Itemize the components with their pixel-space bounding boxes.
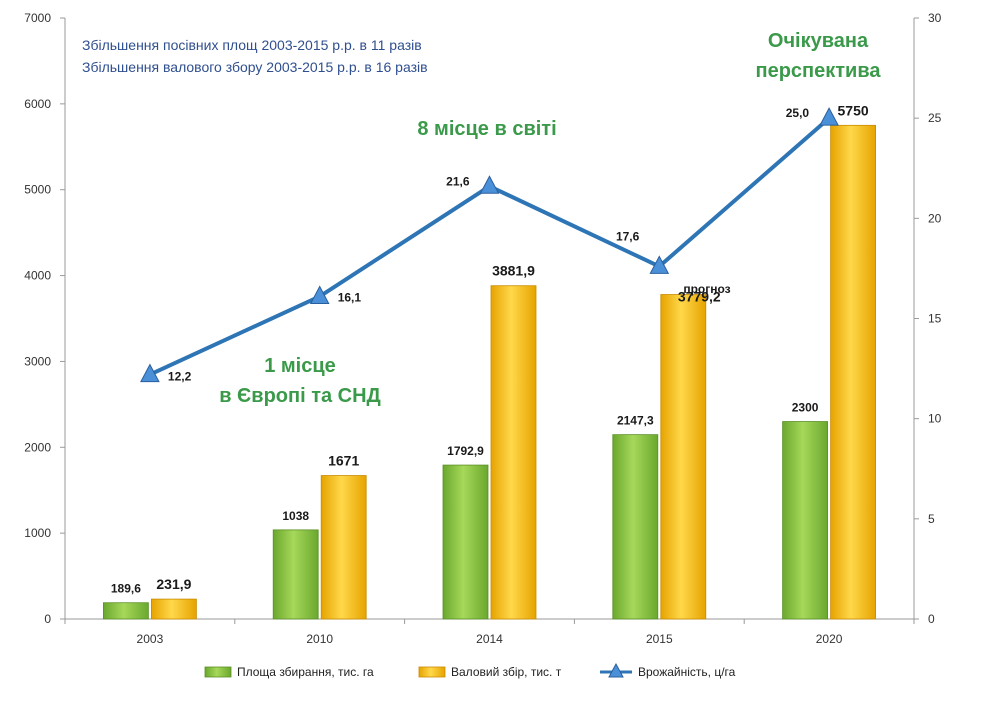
yield-point (649, 255, 670, 274)
right-tick-label: 30 (928, 11, 942, 25)
bar-area (442, 464, 489, 620)
bar-area-label: 1038 (282, 509, 309, 523)
bar-harvest (660, 294, 707, 620)
bar-harvest (490, 285, 537, 620)
info-line-1: Збільшення посівних площ 2003-2015 р.р. … (82, 37, 422, 53)
legend: Площа збирання, тис. га Валовий збір, тис… (204, 662, 736, 679)
right-tick-label: 0 (928, 612, 935, 626)
left-tick-label: 2000 (24, 440, 51, 454)
yield-point (479, 175, 500, 194)
bar-harvest-label: 3881,9 (492, 263, 535, 279)
bar-harvest-label: 231,9 (156, 576, 191, 592)
annotation-europe-place-1: 1 місце (264, 355, 336, 377)
bar-area-label: 2147,3 (617, 414, 654, 428)
category-label: 2020 (816, 632, 843, 646)
data-labels: 189,6 231,9 1038 1671 1792,9 3881,9 2147,3 3779… (111, 102, 869, 595)
legend-swatch (204, 666, 232, 678)
right-tick-label: 25 (928, 111, 942, 125)
annotation-world-place: 8 місце в світі (417, 118, 556, 140)
legend-label: Врожайність, ц/га (638, 665, 736, 679)
bar-area-label: 189,6 (111, 582, 141, 596)
bar-harvest (830, 124, 876, 620)
left-tick-label: 7000 (24, 11, 51, 25)
bar-area (612, 434, 659, 620)
category-label: 2010 (306, 632, 333, 646)
yield-point (819, 107, 839, 126)
yield-point-label: 16,1 (338, 290, 362, 304)
category-label: 2014 (476, 632, 503, 646)
bar-area (272, 529, 319, 620)
left-axis-ticks: 0 1000 2000 3000 4000 5000 6000 7000 (24, 11, 65, 626)
bar-area (782, 421, 828, 620)
left-tick-label: 6000 (24, 97, 51, 111)
annotation-outlook-1: Очікувана (768, 30, 869, 52)
yield-point (140, 363, 160, 383)
left-tick-label: 0 (44, 612, 51, 626)
legend-label: Площа збирання, тис. га (237, 665, 374, 679)
yield-point (309, 285, 330, 304)
left-tick-label: 4000 (24, 269, 51, 283)
left-tick-label: 5000 (24, 183, 51, 197)
right-tick-label: 5 (928, 512, 935, 526)
yield-line-path (149, 116, 831, 377)
info-line-2: Збільшення валового збору 2003-2015 р.р.… (82, 59, 428, 75)
category-label: 2015 (646, 632, 673, 646)
bar-harvest (320, 475, 367, 620)
bar-area-label: 2300 (792, 401, 819, 415)
legend-swatch-marker (608, 662, 624, 678)
bars (103, 124, 876, 620)
category-label: 2003 (137, 632, 164, 646)
bar-harvest-label: 5750 (838, 102, 869, 118)
left-tick-label: 3000 (24, 354, 51, 368)
legend-swatch (418, 666, 446, 678)
left-tick-label: 1000 (24, 526, 51, 540)
bar-area (103, 602, 149, 620)
yield-point-label: 12,2 (168, 370, 192, 384)
right-tick-label: 15 (928, 312, 942, 326)
legend-label: Валовий збір, тис. т (451, 665, 562, 679)
yield-point-label: 25,0 (786, 106, 810, 120)
right-tick-label: 20 (928, 211, 942, 225)
yield-point-label: 17,6 (616, 229, 640, 243)
annotations: Збільшення посівних площ 2003-2015 р.р. … (82, 30, 881, 407)
right-tick-label: 10 (928, 412, 942, 426)
bar-area-label: 1792,9 (447, 444, 484, 458)
bar-harvest-label: 3779,2 (678, 289, 721, 305)
annotation-europe-place-2: в Європі та СНД (219, 385, 381, 407)
yield-line (140, 107, 839, 383)
annotation-forecast: прогноз (683, 282, 730, 296)
right-axis-ticks: 0 5 10 15 20 25 30 (914, 11, 942, 626)
yield-point-label: 21,6 (446, 174, 470, 188)
category-ticks: 2003 2010 2014 2015 2020 (64, 619, 915, 646)
bar-harvest (150, 598, 197, 620)
annotation-outlook-2: перспектива (756, 60, 882, 82)
bar-harvest-label: 1671 (328, 453, 359, 469)
